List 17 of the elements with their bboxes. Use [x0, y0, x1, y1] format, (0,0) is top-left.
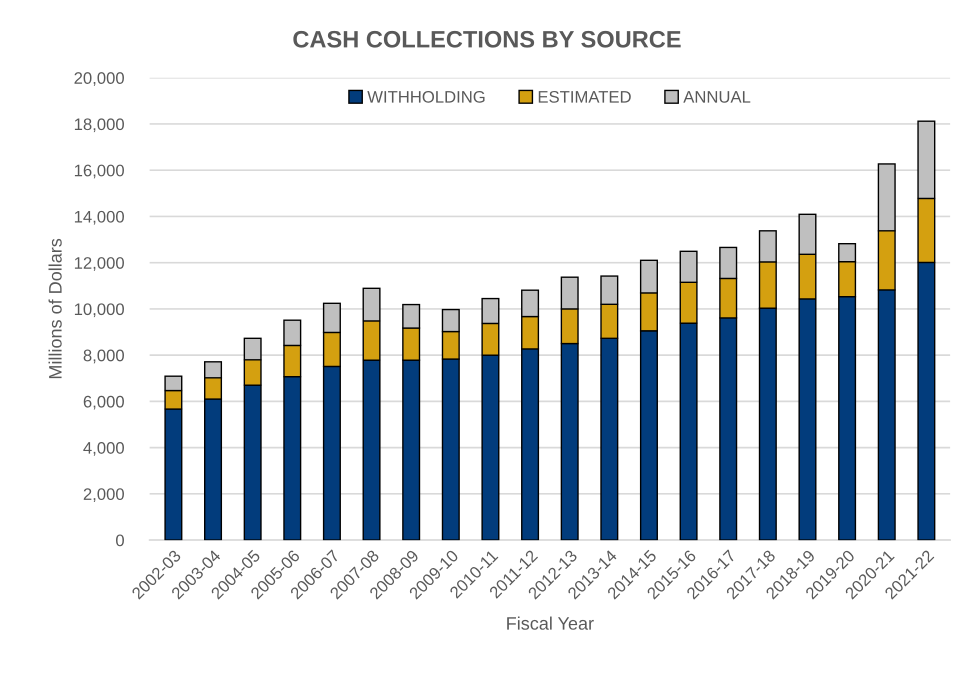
y-tick-label: 18,000 [74, 118, 124, 132]
y-tick-label: 0 [116, 534, 124, 546]
y-tick-label: 16,000 [74, 164, 124, 178]
y-tick-label: 4,000 [83, 442, 124, 456]
chart-title: CASH COLLECTIONS BY SOURCE [293, 30, 681, 48]
legend-label: ESTIMATED [538, 90, 631, 103]
y-tick-label: 20,000 [74, 72, 124, 86]
y-tick-label: 8,000 [84, 350, 124, 364]
y-tick-label: 6,000 [84, 396, 124, 410]
y-tick-label: 2,000 [84, 488, 124, 502]
y-tick-label: 12,000 [74, 257, 124, 271]
y-tick-label: 10,000 [74, 303, 124, 318]
x-axis-title: Fiscal Year [507, 616, 594, 630]
legend-label: WITHHOLDING [367, 90, 485, 103]
y-tick-label: 14,000 [74, 210, 124, 225]
legend-label: ANNUAL [683, 91, 750, 103]
y-axis-title: Millions of Dollars [48, 238, 62, 378]
